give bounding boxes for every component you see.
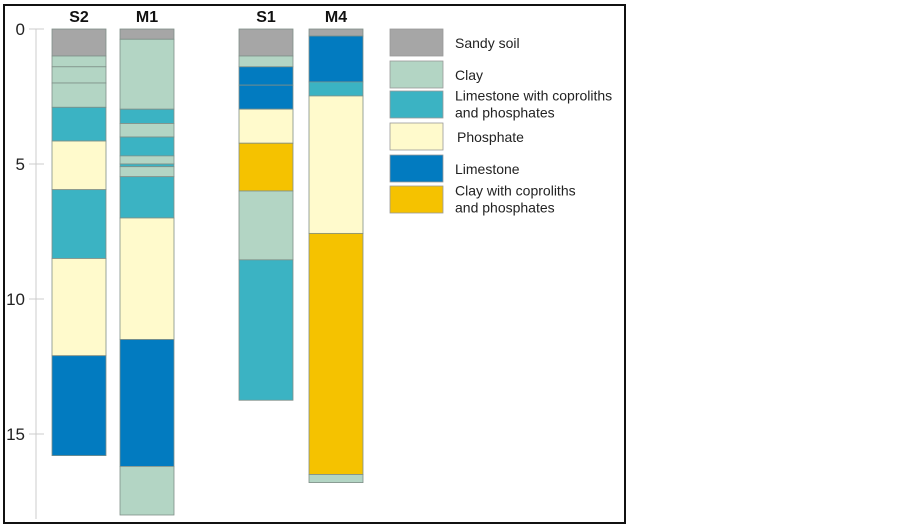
layer-sandy-soil [308, 28, 364, 37]
layer-clay [238, 55, 294, 68]
layer-clay-with-coproliths-and-phosphates [308, 232, 364, 475]
layer-phosphate [119, 217, 175, 340]
column-title-s1: S1 [256, 9, 276, 26]
legend-label: Limestone [455, 161, 520, 177]
legend-swatch [389, 90, 444, 119]
legend-label: and phosphates [455, 105, 555, 121]
layer-limestone-with-coproliths-and-phosphates [119, 176, 175, 219]
layer-clay [119, 465, 175, 516]
legend-swatch [389, 122, 444, 151]
layer-limestone [238, 84, 294, 110]
layer-clay [238, 190, 294, 261]
axis-tick-label: 5 [16, 155, 25, 174]
axis-tick-label: 15 [6, 425, 25, 444]
layer-clay-with-coproliths-and-phosphates [238, 142, 294, 192]
layer-sandy-soil [238, 28, 294, 57]
layer-phosphate [51, 140, 107, 191]
layer-limestone-with-coproliths-and-phosphates [308, 81, 364, 97]
layer-clay [51, 66, 107, 84]
layer-phosphate [238, 108, 294, 144]
layer-limestone-with-coproliths-and-phosphates [119, 163, 175, 168]
layer-limestone-with-coproliths-and-phosphates [119, 136, 175, 157]
legend-label: Sandy soil [455, 35, 520, 51]
axis-tick-label: 10 [6, 290, 25, 309]
layer-clay [51, 82, 107, 108]
layer-limestone-with-coproliths-and-phosphates [119, 108, 175, 124]
layer-clay [119, 155, 175, 165]
axis-tick-label: 0 [16, 20, 25, 39]
layer-clay [119, 123, 175, 138]
layer-sandy-soil [119, 28, 175, 40]
layer-limestone-with-coproliths-and-phosphates [51, 106, 107, 142]
legend-swatch [389, 185, 444, 214]
column-title-s2: S2 [69, 9, 89, 26]
layer-phosphate [51, 258, 107, 357]
legend-swatch [389, 60, 444, 89]
layer-limestone [238, 66, 294, 86]
legend-label: Clay [455, 67, 483, 83]
column-title-m1: M1 [136, 9, 158, 26]
legend-label: and phosphates [455, 200, 555, 216]
layer-clay [119, 166, 175, 178]
layer-limestone-with-coproliths-and-phosphates [238, 259, 294, 401]
layer-phosphate [308, 95, 364, 234]
legend-swatch [389, 154, 444, 183]
column-title-m4: M4 [325, 9, 347, 26]
layer-limestone-with-coproliths-and-phosphates [51, 189, 107, 259]
layer-clay [308, 474, 364, 484]
legend-label: Phosphate [457, 129, 524, 145]
layer-sandy-soil [51, 28, 107, 57]
legend-label: Limestone with coproliths [455, 88, 612, 104]
layer-clay [119, 38, 175, 110]
layer-clay [51, 55, 107, 68]
layer-limestone [308, 35, 364, 83]
layer-limestone [119, 339, 175, 467]
legend-label: Clay with coproliths [455, 183, 576, 199]
legend-swatch [389, 28, 444, 57]
layer-limestone [51, 355, 107, 457]
